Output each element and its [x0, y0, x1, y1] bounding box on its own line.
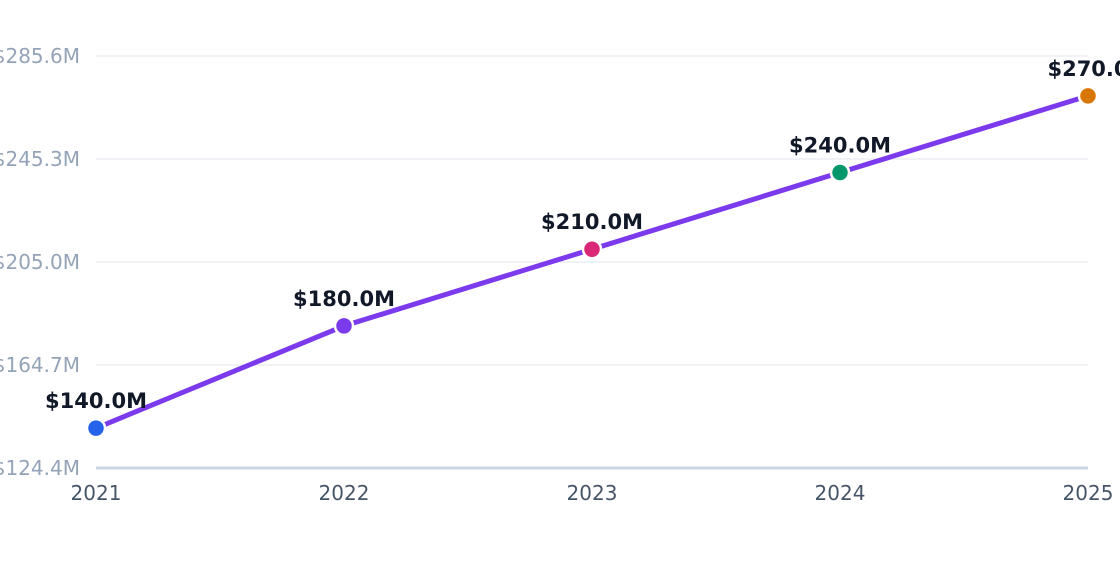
data-point	[333, 315, 355, 337]
x-tick-label: 2021	[71, 481, 122, 505]
x-tick-label: 2024	[815, 481, 866, 505]
data-point	[85, 417, 107, 439]
data-label-layer: $140.0M $180.0M $210.0M $240.0M $270.0	[45, 57, 1120, 413]
x-tick-label: 2025	[1063, 481, 1114, 505]
y-tick-label: $124.4M	[0, 456, 80, 480]
data-label: $180.0M	[293, 287, 395, 311]
data-label: $210.0M	[541, 210, 643, 234]
x-tick-label: 2023	[567, 481, 618, 505]
data-point	[829, 162, 851, 183]
data-label: $140.0M	[45, 389, 147, 413]
grid-layer	[96, 55, 1088, 366]
y-tick-label: $164.7M	[0, 353, 80, 377]
y-tick-label: $205.0M	[0, 250, 80, 274]
data-point-layer	[85, 85, 1099, 439]
data-point	[581, 238, 603, 260]
data-label: $270.0	[1047, 57, 1120, 81]
y-tick-label: $245.3M	[0, 147, 80, 171]
x-tick-label: 2022	[319, 481, 370, 505]
data-label: $240.0M	[789, 134, 891, 158]
data-point	[1077, 85, 1099, 107]
y-tick-label: $285.6M	[0, 44, 80, 68]
axis-layer: $124.4M $164.7M $205.0M $245.3M $285.6M 2021 2…	[0, 44, 1113, 505]
